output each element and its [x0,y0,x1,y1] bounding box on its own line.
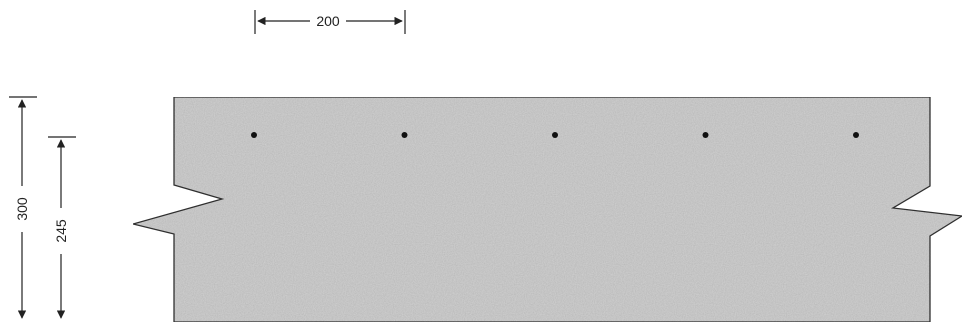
rebar-4 [702,132,709,138]
effective-depth-label: 245 [53,219,69,243]
rebar-1 [251,132,257,138]
rebar-group [251,132,859,138]
concrete-section [130,96,962,322]
overall-depth-label: 300 [14,197,30,221]
effective-depth-dimension: 245 [48,136,76,319]
rebar-2 [401,132,408,138]
overall-depth-dimension: 300 [9,96,37,319]
rebar-3 [552,132,558,138]
spacing-label: 200 [316,13,340,29]
rebar-5 [853,132,859,138]
spacing-dimension: 200 [254,10,406,34]
